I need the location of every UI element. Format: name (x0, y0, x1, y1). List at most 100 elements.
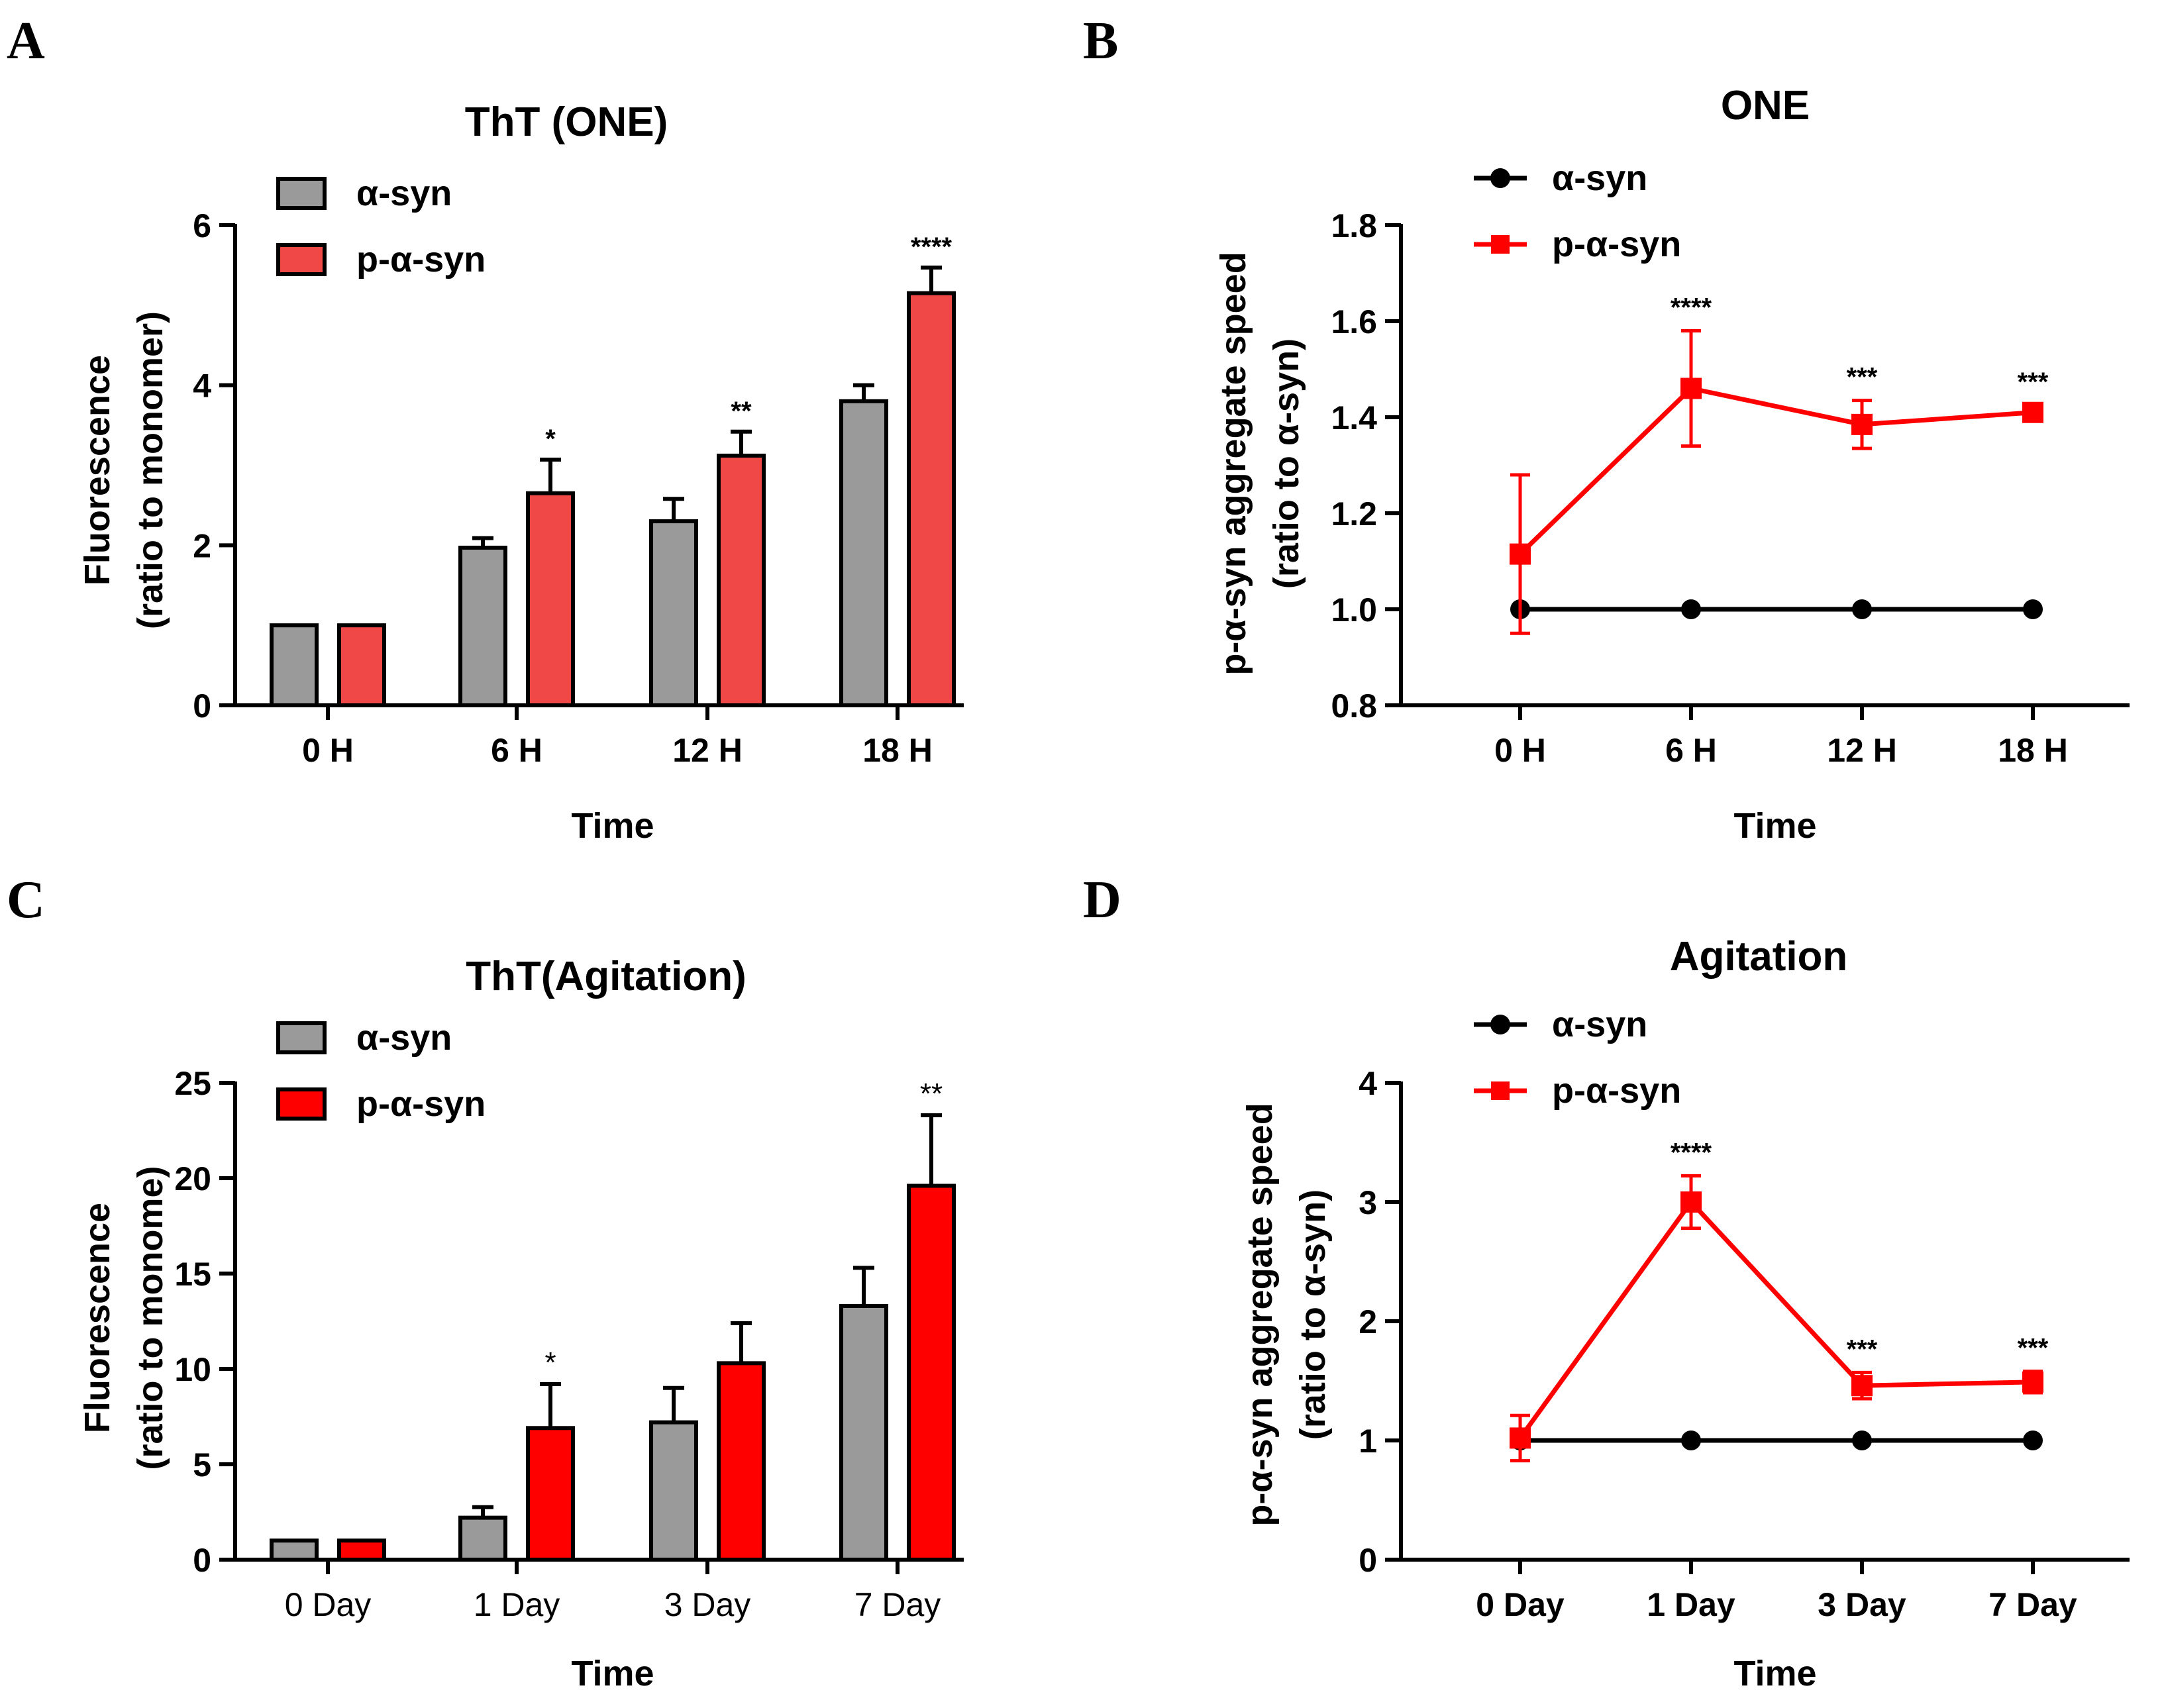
data-point (2023, 599, 2043, 619)
legend-swatch (276, 1021, 327, 1054)
y-tick-label: 10 (174, 1351, 211, 1388)
legend-swatch (276, 243, 327, 276)
y-tick-label: 2 (1359, 1303, 1377, 1340)
significance-label: **** (911, 232, 953, 262)
x-tick-label: 7 Day (854, 1586, 941, 1623)
y-tick-label: 0 (193, 687, 211, 725)
bar (270, 1538, 319, 1562)
panel-letter: C (7, 871, 45, 929)
x-tick-label: 7 Day (1988, 1586, 2077, 1623)
y-tick-label: 4 (1359, 1065, 1377, 1102)
legend-label: α-syn (1552, 1005, 1647, 1044)
legend-swatch (276, 177, 327, 210)
data-point (2022, 1371, 2043, 1393)
significance-label: ** (731, 397, 752, 426)
data-point (2022, 401, 2043, 423)
significance-label: *** (2018, 1334, 2049, 1363)
x-axis-title: Time (571, 1654, 654, 1693)
significance-label: **** (1671, 1138, 1712, 1167)
legend-marker (1491, 1081, 1510, 1100)
data-point (2023, 1431, 2043, 1450)
x-tick-label: 0 Day (285, 1586, 372, 1623)
bar (458, 1515, 507, 1562)
legend-label: α-syn (1552, 158, 1647, 198)
y-axis-title-line: (ratio to α-syn) (1293, 1189, 1333, 1440)
bar (717, 454, 766, 707)
significance-label: * (544, 1346, 556, 1379)
legend-marker (1490, 168, 1510, 188)
panel-d: D Agitation 0 1 2 3 4 0 Day 1 Day 3 Day 7 Day Time p… (1083, 871, 2130, 1693)
x-axis-title: Time (571, 806, 654, 846)
bar (907, 291, 956, 708)
x-axis-title: Time (1733, 806, 1816, 846)
bar (649, 519, 698, 707)
data-point (1510, 543, 1531, 565)
bar (526, 491, 575, 708)
bar (270, 623, 319, 708)
legend-marker (1491, 235, 1510, 254)
panel-letter: A (7, 12, 45, 70)
significance-label: *** (1847, 1334, 1878, 1364)
data-point (1851, 413, 1873, 435)
y-tick-label: 1.8 (1331, 207, 1377, 244)
legend-label: p-α-syn (1552, 1071, 1681, 1111)
x-tick-label: 6 H (1665, 732, 1717, 769)
y-tick-label: 20 (174, 1160, 211, 1197)
x-tick-label: 1 Day (474, 1586, 560, 1623)
panel-b: B ONE 0.8 1.0 1.2 1.4 1.6 1.8 0 H 6 H 12 H 18 H Time… (1083, 12, 2130, 846)
legend-swatch (276, 1087, 327, 1121)
y-axis-title-line: p-α-syn aggregate speed (1240, 1103, 1280, 1526)
chart-title: ThT (ONE) (465, 99, 668, 145)
significance-label: *** (1847, 363, 1878, 392)
y-tick-label: 0 (193, 1542, 211, 1579)
y-tick-label: 1 (1359, 1423, 1377, 1460)
panel-a: A ThT (ONE) 0 2 4 6 0 H 6 H 12 H 18 H Time Fluoresc… (7, 12, 964, 846)
data-point (1852, 599, 1872, 619)
y-tick-label: 0.8 (1331, 687, 1377, 725)
y-tick-label: 4 (193, 368, 211, 405)
data-point (1852, 1431, 1872, 1450)
x-tick-label: 0 H (302, 732, 354, 769)
legend-label: α-syn (356, 174, 452, 213)
y-axis-title: p-α-syn aggregate speed (ratio to α-syn) (1240, 1103, 1333, 1526)
significance-label: *** (2018, 368, 2049, 397)
bar (839, 399, 888, 707)
bar (839, 1303, 888, 1562)
panel-c: C ThT(Agitation) 0 5 10 15 20 25 0 Day 1 Day 3 Day… (7, 871, 964, 1693)
y-tick-label: 1.4 (1331, 399, 1377, 436)
y-axis-title-line: Fluorescence (77, 355, 117, 585)
x-tick-label: 3 Day (664, 1586, 751, 1623)
y-axis-title: Fluorescence (ratio to monome) (77, 1166, 170, 1470)
x-tick-label: 1 Day (1647, 1586, 1735, 1623)
series-line (1518, 1198, 2034, 1440)
y-axis-title-line: p-α-syn aggregate speed (1213, 252, 1253, 675)
y-axis-title-line: (ratio to α-syn) (1266, 338, 1306, 589)
y-axis-title-line: (ratio to monome) (130, 1166, 170, 1470)
data-point (1681, 1431, 1701, 1450)
y-axis-title-line: (ratio to monomer) (130, 311, 170, 629)
data-point (1681, 599, 1701, 619)
chart-title: ThT(Agitation) (466, 954, 747, 999)
bar (337, 1538, 386, 1562)
y-tick-label: 6 (193, 207, 211, 244)
x-axis-title: Time (1733, 1654, 1816, 1693)
panel-letter: B (1083, 12, 1118, 70)
legend-label: p-α-syn (356, 1084, 486, 1124)
y-tick-label: 3 (1359, 1184, 1377, 1221)
y-tick-label: 0 (1359, 1542, 1377, 1579)
bar (458, 545, 507, 707)
chart-title: ONE (1721, 83, 1810, 128)
bar (337, 623, 386, 708)
y-axis-title: Fluorescence (ratio to monomer) (77, 311, 170, 629)
x-tick-label: 3 Day (1818, 1586, 1906, 1623)
y-axis-title-line: Fluorescence (77, 1203, 117, 1433)
bar (907, 1183, 956, 1562)
x-tick-label: 12 H (1827, 732, 1897, 769)
y-tick-label: 1.2 (1331, 495, 1377, 532)
legend-label: α-syn (356, 1018, 452, 1058)
data-point (1510, 1427, 1531, 1449)
y-tick-label: 5 (193, 1446, 211, 1483)
x-tick-label: 12 H (672, 732, 743, 769)
chart-title: Agitation (1670, 934, 1848, 980)
